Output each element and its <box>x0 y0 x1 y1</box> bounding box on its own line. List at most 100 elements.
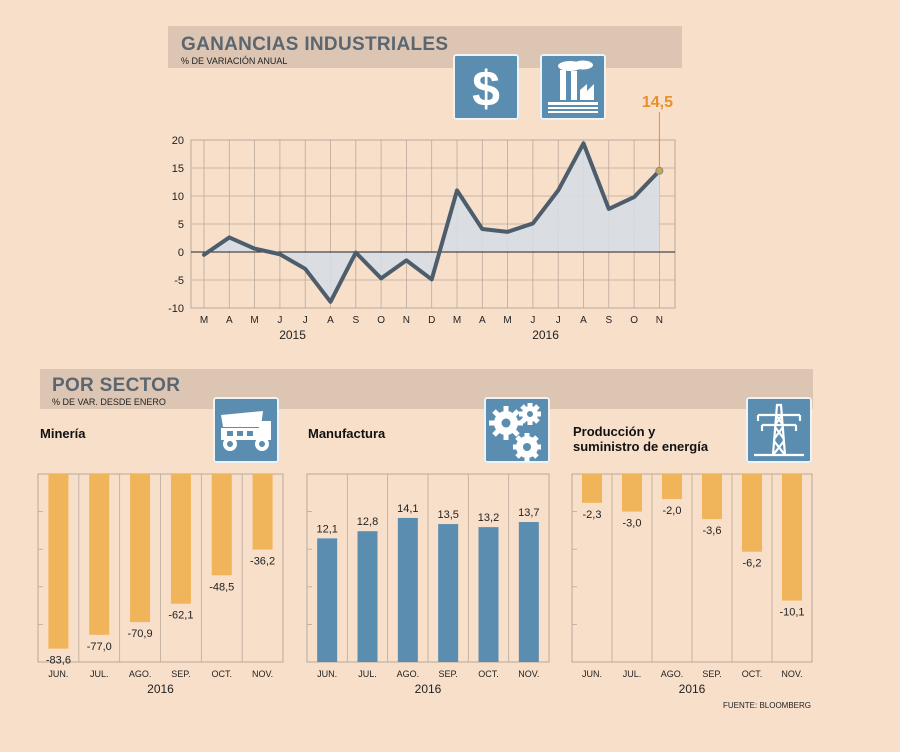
manufactura-xtick-label: NOV. <box>518 669 539 679</box>
energia-bar <box>742 474 762 552</box>
source-note: FUENTE: BLOOMBERG <box>723 701 812 710</box>
main-xtick-label: N <box>656 315 663 326</box>
energia-bar <box>782 474 802 601</box>
main-ytick-label: 15 <box>172 163 184 175</box>
gears-icon <box>484 397 550 463</box>
manufactura-xtick-label: JUN. <box>317 669 337 679</box>
manufactura-xtick-label: OCT. <box>478 669 499 679</box>
manufactura-xtick-label: AGO. <box>397 669 420 679</box>
mineria-bar-value-label: -77,0 <box>87 641 112 653</box>
main-xtick-label: J <box>530 315 535 326</box>
mineria-xtick-label: JUL. <box>90 669 109 679</box>
energia-bar <box>702 474 722 520</box>
manufactura-year-label: 2016 <box>415 682 442 696</box>
mineria-bar <box>89 474 110 635</box>
main-xtick-label: O <box>630 315 638 326</box>
manufactura-bar <box>397 517 418 662</box>
main-xtick-label: M <box>200 315 208 326</box>
energia-title: Producción y suministro de energía <box>573 424 708 454</box>
main-xtick-label: M <box>503 315 511 326</box>
mineria-xtick-label: NOV. <box>252 669 273 679</box>
manufactura-title: Manufactura <box>308 426 386 441</box>
energia-xtick-label: OCT. <box>742 669 763 679</box>
main-xtick-label: O <box>377 315 385 326</box>
energia-bar <box>662 474 682 500</box>
manufactura-bar-value-label: 13,5 <box>437 509 458 521</box>
energia-bar <box>582 474 602 503</box>
highlight-point <box>655 166 664 175</box>
manufactura-bar <box>518 522 539 662</box>
main-xtick-label: D <box>428 315 435 326</box>
mineria-bar-value-label: -83,6 <box>46 655 71 667</box>
mineria-bar <box>170 474 191 604</box>
manufactura-bar-value-label: 13,2 <box>478 512 499 524</box>
main-xtick-label: J <box>277 315 282 326</box>
energia-xtick-label: NOV. <box>781 669 802 679</box>
mineria-bar-value-label: -62,1 <box>168 610 193 622</box>
main-ytick-label: -5 <box>174 275 184 287</box>
mineria-bar-value-label: -48,5 <box>209 581 234 593</box>
mineria-year-label: 2016 <box>147 682 174 696</box>
mining-truck-icon <box>213 397 279 463</box>
mineria-bar-value-label: -70,9 <box>128 628 153 640</box>
main-area <box>204 143 660 302</box>
sector-subtitle: % DE VAR. DESDE ENERO <box>52 397 166 407</box>
main-xtick-label: J <box>556 315 561 326</box>
energia-xtick-label: AGO. <box>661 669 684 679</box>
svg-text:$: $ <box>472 61 500 117</box>
mineria-bar <box>252 474 273 550</box>
highlight-value-label: 14,5 <box>642 94 673 111</box>
factory-icon <box>540 54 606 120</box>
mineria-bar <box>48 474 69 649</box>
manufactura-bar <box>438 524 459 662</box>
energia-year-label: 2016 <box>679 682 706 696</box>
main-xtick-label: N <box>403 315 410 326</box>
energia-xtick-label: SEP. <box>702 669 721 679</box>
energia-title-line2: suministro de energía <box>573 439 709 454</box>
manufactura-bar <box>317 538 338 662</box>
mineria-title: Minería <box>40 426 86 441</box>
manufactura-bar <box>478 527 499 662</box>
mineria-xtick-label: SEP. <box>171 669 190 679</box>
main-ytick-label: 0 <box>178 247 184 259</box>
main-ytick-label: 10 <box>172 191 184 203</box>
energia-xtick-label: JUL. <box>623 669 642 679</box>
main-series-line <box>202 141 662 304</box>
energia-bar-value-label: -3,0 <box>623 518 642 530</box>
main-line-chart: -10 -5 0 5 10 15 20 M A M J J A S O N D M A M J J A S O N 2015 2016… <box>168 94 676 342</box>
energia-bar-value-label: -3,6 <box>703 525 722 537</box>
main-xtick-label: A <box>327 315 334 326</box>
manufactura-bar-value-label: 14,1 <box>397 503 418 515</box>
main-xtick-label: A <box>580 315 587 326</box>
main-xtick-label: J <box>303 315 308 326</box>
mineria-bar <box>130 474 151 623</box>
manufactura-bar-value-label: 12,1 <box>316 523 337 535</box>
mineria-xtick-label: AGO. <box>129 669 152 679</box>
manufactura-bar-value-label: 12,8 <box>357 516 378 528</box>
energia-title-line1: Producción y <box>573 424 656 439</box>
mineria-bar-value-label: -36,2 <box>250 556 275 568</box>
manufactura-bar <box>357 531 378 662</box>
energia-xtick-label: JUN. <box>582 669 602 679</box>
main-xtick-label: A <box>479 315 486 326</box>
main-xtick-label: S <box>605 315 612 326</box>
manufactura-xtick-label: JUL. <box>358 669 377 679</box>
manufactura-bar-value-label: 13,7 <box>518 507 539 519</box>
manufactura-xtick-label: SEP. <box>438 669 457 679</box>
main-ytick-label: 20 <box>172 135 184 147</box>
main-ytick-label: -10 <box>168 303 184 315</box>
energia-bar-value-label: -2,3 <box>583 509 602 521</box>
mineria-bar <box>211 474 232 576</box>
energia-bar-value-label: -2,0 <box>663 505 682 517</box>
mineria-xtick-label: OCT. <box>211 669 232 679</box>
energia-bar-value-label: -6,2 <box>743 558 762 570</box>
main-xtick-label: A <box>226 315 233 326</box>
power-tower-icon <box>746 397 812 463</box>
main-chart-subtitle: % DE VARIACIÓN ANUAL <box>181 56 288 66</box>
main-ytick-label: 5 <box>178 219 184 231</box>
main-xtick-label: M <box>453 315 461 326</box>
main-year-label: 2016 <box>532 328 559 342</box>
dollar-icon: $ <box>453 54 519 120</box>
energia-bar-value-label: -10,1 <box>779 607 804 619</box>
